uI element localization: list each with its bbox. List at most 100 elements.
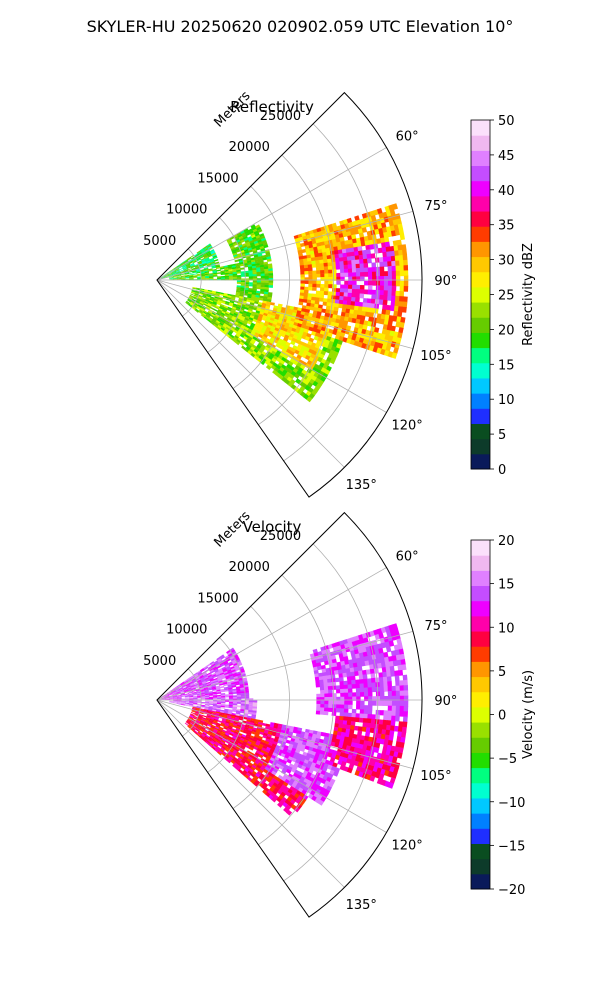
radar-cell: [188, 271, 193, 273]
radar-cell: [368, 271, 373, 277]
radar-cell: [362, 669, 367, 676]
radar-cell: [177, 695, 182, 697]
radar-cell: [196, 288, 201, 291]
radar-cell: [253, 316, 259, 321]
radar-cell: [355, 679, 360, 685]
radar-cell: [344, 643, 350, 649]
radar-cell: [326, 336, 332, 342]
radar-cell: [199, 247, 205, 252]
radar-cell: [201, 716, 207, 720]
radar-cell: [200, 735, 205, 739]
radar-cell: [165, 698, 170, 699]
radar-cell: [288, 731, 294, 736]
colorbar-swatch: [471, 813, 490, 829]
radar-cell: [219, 654, 225, 659]
radar-cell: [224, 655, 230, 659]
radar-cell: [236, 268, 241, 271]
radar-cell: [383, 231, 389, 238]
colorbar-swatch: [471, 540, 490, 556]
radar-cell: [210, 725, 216, 729]
radar-cell: [187, 718, 192, 722]
radar-cell: [258, 297, 264, 301]
radar-cell: [257, 724, 263, 728]
radar-cell: [308, 312, 314, 318]
radar-cell: [187, 298, 193, 302]
radar-cell: [367, 687, 373, 693]
radar-cell: [220, 706, 226, 709]
radar-cell: [303, 264, 309, 269]
radar-cell: [383, 271, 389, 277]
radar-cell: [218, 727, 224, 732]
radar-cell: [250, 313, 256, 317]
radar-cell: [239, 739, 244, 744]
radar-cell: [191, 289, 197, 292]
radar-cell: [335, 291, 341, 297]
radar-cell: [192, 678, 197, 682]
radar-cell: [386, 256, 392, 262]
radar-cell: [233, 756, 238, 761]
radar-cell: [199, 710, 205, 713]
radar-cell: [248, 237, 254, 242]
radar-cell: [355, 289, 361, 294]
radar-cell: [193, 260, 198, 264]
radar-cell: [316, 283, 321, 288]
radar-cell: [219, 305, 225, 309]
sector-outline: [156, 91, 423, 498]
radar-cell: [221, 745, 227, 750]
radar-cell: [197, 732, 202, 737]
radar-cell: [164, 694, 169, 697]
radar-cell: [322, 251, 328, 257]
radar-cell: [395, 705, 401, 712]
radar-cell: [241, 243, 247, 247]
radar-cell: [204, 721, 209, 725]
radar-cell: [382, 724, 388, 731]
radar-cell: [385, 345, 392, 352]
radar-cell: [196, 706, 201, 709]
radar-cell: [167, 270, 172, 274]
radar-cell: [201, 278, 206, 280]
radar-cell: [190, 685, 196, 688]
radar-cell: [243, 248, 249, 253]
radar-cell: [261, 747, 267, 752]
radar-cell: [257, 304, 263, 308]
radar-cell: [348, 663, 354, 669]
radar-cell: [256, 226, 262, 231]
radar-cell: [244, 289, 249, 292]
radar-cell: [371, 714, 376, 720]
radar-cell: [311, 737, 317, 742]
radar-cell: [232, 723, 238, 727]
radar-cell: [386, 671, 392, 678]
radar-cell: [201, 313, 206, 317]
radar-cell: [386, 251, 392, 258]
radar-cell: [210, 321, 215, 326]
radar-cell: [196, 718, 202, 721]
radar-cell: [229, 656, 235, 660]
radar-cell: [173, 277, 178, 278]
radar-cell: [228, 661, 233, 665]
radar-cell: [380, 237, 386, 244]
radar-cell: [173, 278, 178, 280]
radar-cell: [256, 308, 262, 312]
radar-cell: [179, 688, 184, 691]
radar-cell: [194, 292, 200, 295]
radar-cell: [206, 252, 212, 256]
radar-cell: [217, 729, 223, 733]
radar-cell: [252, 274, 258, 277]
radar-cell: [247, 350, 253, 356]
radar-cell: [342, 652, 348, 658]
radar-cell: [169, 697, 174, 699]
radar-cell: [388, 315, 394, 322]
radar-cell: [247, 729, 253, 734]
radar-cell: [188, 723, 193, 728]
radar-cell: [185, 721, 190, 725]
radar-cell: [223, 714, 228, 717]
radar-cell: [208, 707, 213, 710]
azimuth-spoke: [156, 699, 414, 769]
radar-cell: [191, 257, 197, 261]
radar-cell: [336, 225, 342, 231]
radar-cell: [305, 742, 311, 747]
radar-cell: [220, 273, 226, 275]
radar-cell: [192, 679, 198, 683]
radar-cell: [348, 272, 353, 277]
radar-cell: [231, 714, 236, 718]
